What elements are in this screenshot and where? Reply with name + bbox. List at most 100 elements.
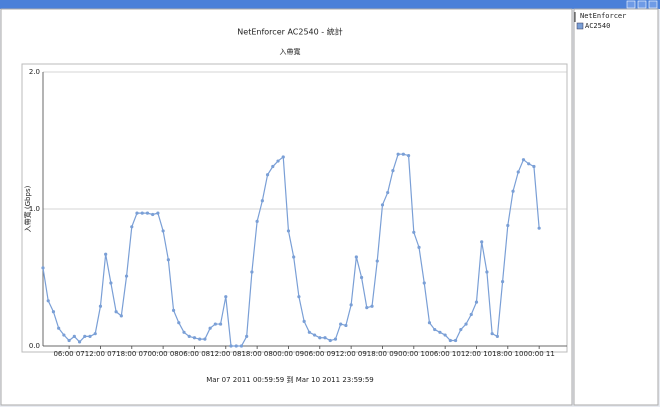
data-point bbox=[464, 322, 468, 326]
data-point bbox=[380, 203, 385, 207]
data-point bbox=[339, 322, 343, 326]
data-point bbox=[490, 332, 494, 336]
data-point bbox=[250, 270, 254, 274]
legend-entry[interactable]: AC2540 bbox=[585, 22, 610, 30]
data-point bbox=[333, 337, 338, 341]
data-point bbox=[187, 334, 191, 339]
data-point bbox=[198, 337, 202, 341]
data-point bbox=[292, 255, 296, 259]
y-tick-label: 0.0 bbox=[29, 342, 40, 350]
data-point bbox=[271, 164, 275, 169]
data-point bbox=[51, 310, 56, 314]
data-point bbox=[365, 306, 369, 310]
restore-button[interactable] bbox=[637, 0, 647, 9]
data-point bbox=[438, 330, 442, 334]
data-point bbox=[192, 336, 197, 340]
x-tick-label: 06:00 08 bbox=[179, 350, 210, 358]
data-point bbox=[312, 333, 317, 337]
data-point bbox=[224, 295, 228, 299]
data-point bbox=[386, 190, 390, 195]
data-point bbox=[297, 295, 301, 299]
data-point bbox=[234, 344, 238, 348]
data-point bbox=[474, 300, 479, 304]
data-point bbox=[443, 333, 447, 337]
x-tick-label: 18:00 09 bbox=[367, 350, 398, 358]
data-point bbox=[328, 338, 332, 343]
data-point bbox=[245, 334, 249, 339]
data-point bbox=[260, 199, 264, 203]
legend-panel bbox=[573, 8, 659, 406]
data-point bbox=[469, 312, 473, 317]
y-axis-label: 入帶寬 (Gbps) bbox=[23, 185, 32, 232]
data-point bbox=[208, 326, 212, 330]
x-tick-label: 06:00 09 bbox=[304, 350, 335, 358]
data-point bbox=[67, 338, 71, 343]
data-point bbox=[239, 344, 244, 348]
data-point bbox=[349, 303, 353, 307]
x-tick-label: 12:00 10 bbox=[461, 350, 492, 358]
data-point bbox=[104, 252, 108, 256]
data-point bbox=[119, 314, 123, 318]
x-tick-label: 06:00 10 bbox=[429, 350, 460, 358]
data-point bbox=[161, 229, 165, 233]
data-point bbox=[72, 334, 76, 339]
data-point bbox=[255, 219, 259, 223]
data-point bbox=[281, 155, 285, 159]
x-tick-label: 18:00 10 bbox=[492, 350, 523, 358]
data-point bbox=[532, 164, 536, 169]
data-point bbox=[182, 330, 186, 334]
title-bar bbox=[0, 0, 660, 9]
plot-area bbox=[21, 63, 568, 353]
data-point bbox=[500, 280, 505, 284]
data-point bbox=[135, 211, 139, 215]
data-point bbox=[171, 308, 176, 312]
data-point bbox=[401, 152, 405, 156]
data-point bbox=[286, 229, 291, 233]
data-point bbox=[213, 322, 217, 326]
chart-title: NetEnforcer AC2540 - 統計 bbox=[237, 27, 342, 37]
data-point bbox=[459, 327, 463, 332]
x-tick-label: 12:00 09 bbox=[335, 350, 366, 358]
data-point bbox=[302, 319, 306, 323]
close-button[interactable] bbox=[648, 0, 658, 9]
x-tick-label: 18:00 07 bbox=[116, 350, 147, 358]
data-point bbox=[506, 223, 510, 228]
data-point bbox=[156, 211, 160, 215]
data-point bbox=[427, 321, 432, 325]
data-point bbox=[114, 310, 118, 314]
data-point bbox=[354, 255, 358, 259]
data-point bbox=[218, 322, 223, 326]
data-point bbox=[83, 334, 87, 339]
legend-swatch bbox=[576, 22, 584, 30]
data-point bbox=[527, 162, 531, 166]
x-tick-label: 00:00 08 bbox=[147, 350, 178, 358]
data-point bbox=[412, 230, 416, 234]
data-point bbox=[375, 259, 379, 263]
x-tick-label: 12:00 08 bbox=[210, 350, 241, 358]
data-point bbox=[511, 189, 515, 193]
data-point bbox=[166, 258, 170, 262]
data-point bbox=[93, 332, 97, 336]
minimize-button[interactable] bbox=[626, 0, 636, 9]
data-point bbox=[151, 212, 155, 217]
data-point bbox=[109, 281, 113, 285]
data-point bbox=[480, 240, 484, 244]
y-tick-label: 2.0 bbox=[29, 68, 40, 76]
data-point bbox=[391, 169, 395, 173]
data-point bbox=[495, 334, 499, 339]
data-point bbox=[276, 159, 280, 163]
data-point bbox=[124, 274, 129, 278]
legend-title[interactable]: NetEnforcer bbox=[580, 12, 626, 20]
data-point bbox=[145, 211, 150, 215]
data-point bbox=[57, 326, 61, 330]
data-point bbox=[344, 323, 348, 328]
data-point bbox=[521, 158, 526, 162]
data-point bbox=[203, 337, 207, 341]
x-axis-label: Mar 07 2011 00:59:59 到 Mar 10 2011 23:59… bbox=[206, 376, 374, 384]
data-point bbox=[130, 225, 134, 229]
data-point bbox=[46, 299, 50, 303]
data-point bbox=[359, 275, 364, 280]
data-point bbox=[77, 340, 82, 344]
x-tick-label: 00:00 10 bbox=[398, 350, 429, 358]
x-tick-label: 00:00 11 bbox=[523, 350, 554, 358]
